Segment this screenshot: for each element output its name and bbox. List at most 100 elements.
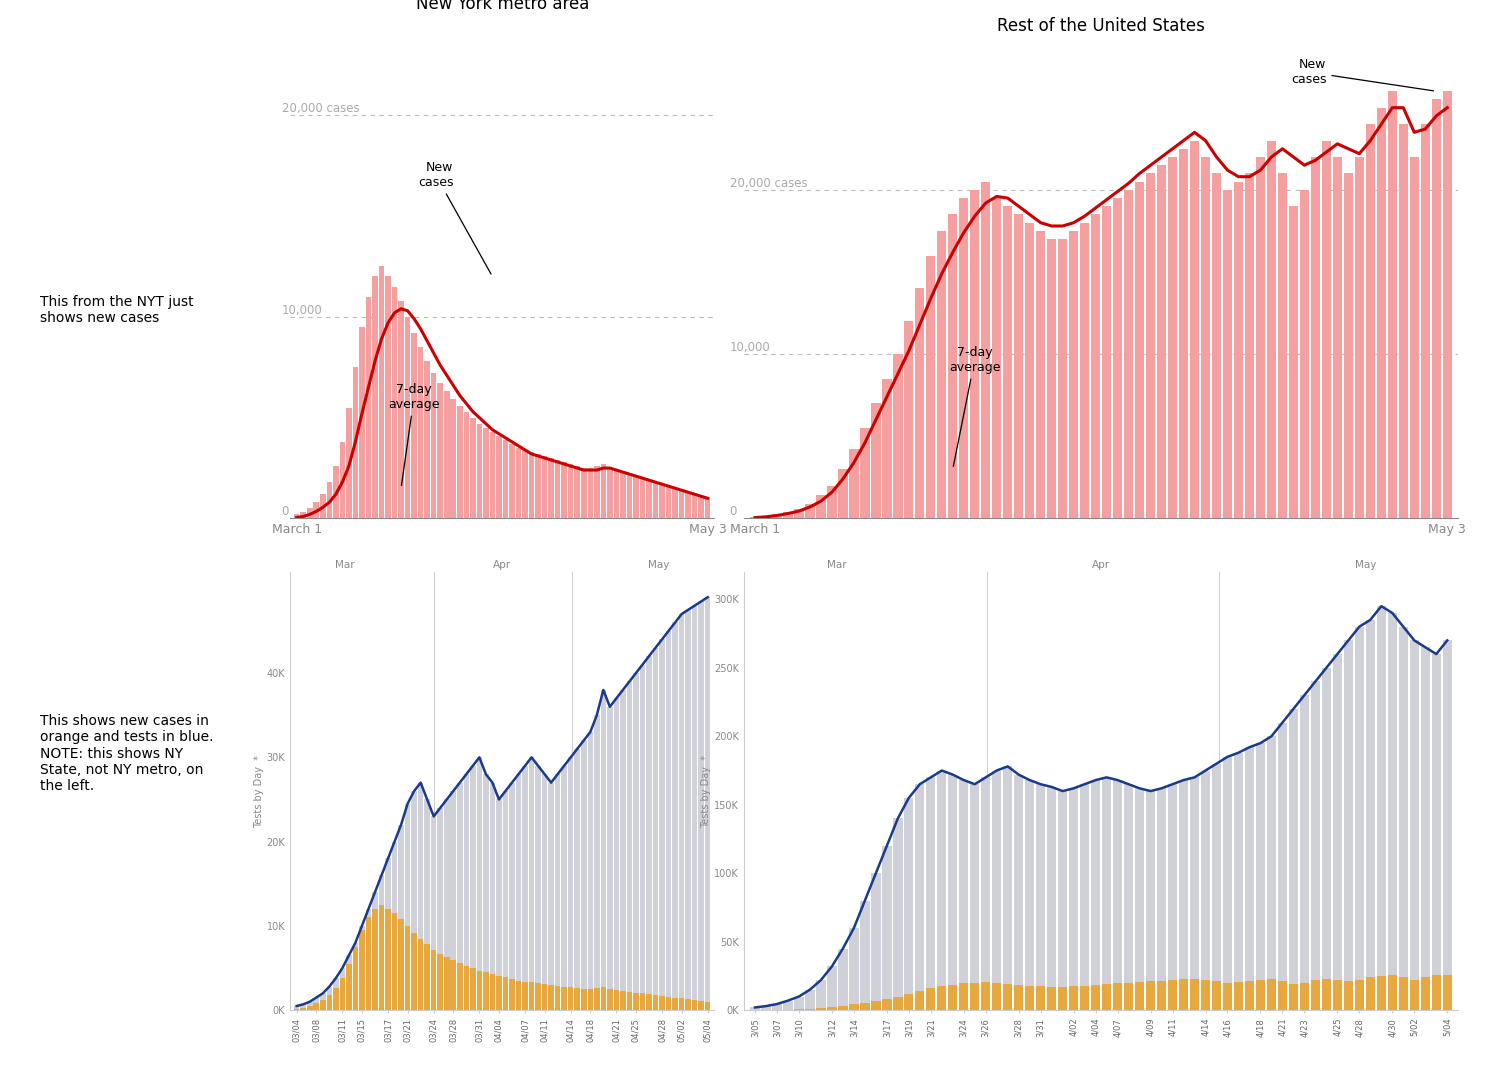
Bar xyxy=(1058,791,1067,1010)
Bar xyxy=(601,988,606,1010)
Bar xyxy=(937,987,946,1010)
Bar xyxy=(1190,140,1199,518)
Bar xyxy=(1409,157,1420,518)
Bar xyxy=(1321,979,1332,1010)
Bar xyxy=(653,482,658,518)
Text: Why we should include the rise in testing when discussing new cases of COVID-19: Why we should include the rise in testin… xyxy=(228,14,1260,34)
Bar xyxy=(679,491,684,518)
Bar xyxy=(301,512,307,518)
Bar xyxy=(1223,757,1232,1010)
Text: New
cases: New cases xyxy=(418,160,491,274)
Bar xyxy=(1123,785,1134,1010)
Bar xyxy=(1135,788,1144,1010)
Bar xyxy=(1366,124,1375,518)
Bar xyxy=(379,904,384,1010)
Text: New
cases: New cases xyxy=(1292,58,1433,91)
Bar xyxy=(359,327,365,518)
Bar xyxy=(905,322,914,518)
Bar xyxy=(536,983,540,1010)
Bar xyxy=(882,998,891,1010)
Bar xyxy=(1333,157,1342,518)
Bar xyxy=(484,973,488,1010)
Bar xyxy=(860,1003,869,1010)
Bar xyxy=(1103,985,1112,1010)
Bar xyxy=(1048,987,1056,1010)
Bar xyxy=(359,930,365,1010)
Bar xyxy=(640,993,646,1010)
Bar xyxy=(418,783,424,1010)
Bar xyxy=(432,817,436,1010)
Bar xyxy=(295,1008,299,1010)
Bar xyxy=(1025,986,1034,1010)
Bar xyxy=(594,988,600,1010)
Bar xyxy=(805,990,814,1010)
Bar xyxy=(490,974,496,1010)
Bar xyxy=(1311,157,1320,518)
Bar xyxy=(1025,780,1034,1010)
Bar xyxy=(1278,173,1287,518)
Bar xyxy=(339,978,345,1010)
Bar xyxy=(496,976,501,1010)
Bar xyxy=(457,783,463,1010)
Bar xyxy=(326,482,332,518)
Bar xyxy=(542,774,548,1010)
Bar xyxy=(528,757,534,1010)
Bar xyxy=(320,494,326,518)
Bar xyxy=(1025,222,1034,518)
Bar xyxy=(1388,91,1397,518)
Bar xyxy=(970,785,979,1010)
Bar xyxy=(653,995,658,1010)
Bar xyxy=(385,858,391,1010)
Bar xyxy=(673,489,679,518)
Bar xyxy=(470,418,476,518)
Bar xyxy=(1080,986,1089,1010)
Bar xyxy=(490,432,496,518)
Bar xyxy=(496,800,501,1010)
Bar xyxy=(549,985,554,1010)
Text: 10,000: 10,000 xyxy=(281,304,323,316)
Bar xyxy=(307,1002,312,1010)
Bar xyxy=(981,182,991,518)
Bar xyxy=(496,436,501,518)
Bar xyxy=(411,791,417,1010)
Bar xyxy=(1245,173,1254,518)
Bar xyxy=(574,466,580,518)
Bar xyxy=(588,989,594,1010)
Bar xyxy=(1409,980,1420,1010)
Bar xyxy=(948,985,957,1010)
Bar xyxy=(1344,981,1353,1010)
Bar xyxy=(1201,771,1210,1010)
Bar xyxy=(320,993,326,1010)
Bar xyxy=(626,992,632,1010)
Bar xyxy=(1036,987,1046,1010)
Bar xyxy=(528,982,534,1010)
Bar xyxy=(1266,737,1277,1010)
Bar xyxy=(1366,977,1375,1010)
Bar xyxy=(1168,785,1177,1010)
Bar xyxy=(542,456,548,518)
Bar xyxy=(1178,780,1189,1010)
Bar xyxy=(588,468,594,518)
Bar xyxy=(1211,173,1222,518)
Bar xyxy=(484,774,488,1010)
Bar xyxy=(926,988,936,1010)
Bar xyxy=(679,998,684,1010)
Bar xyxy=(634,992,638,1010)
Bar xyxy=(692,606,698,1010)
Bar xyxy=(516,774,521,1010)
Bar xyxy=(561,462,567,518)
Bar xyxy=(580,741,586,1010)
Bar xyxy=(937,771,946,1010)
Bar xyxy=(347,407,351,518)
Bar xyxy=(516,448,521,518)
Bar xyxy=(568,464,573,518)
Bar xyxy=(555,986,561,1010)
Bar xyxy=(805,503,814,518)
Text: 7-day
average: 7-day average xyxy=(949,345,1000,466)
Bar xyxy=(1211,763,1222,1010)
Bar xyxy=(424,361,430,518)
Bar xyxy=(301,1008,307,1010)
Bar xyxy=(634,673,638,1010)
Bar xyxy=(372,909,378,1010)
Bar xyxy=(437,954,443,1010)
